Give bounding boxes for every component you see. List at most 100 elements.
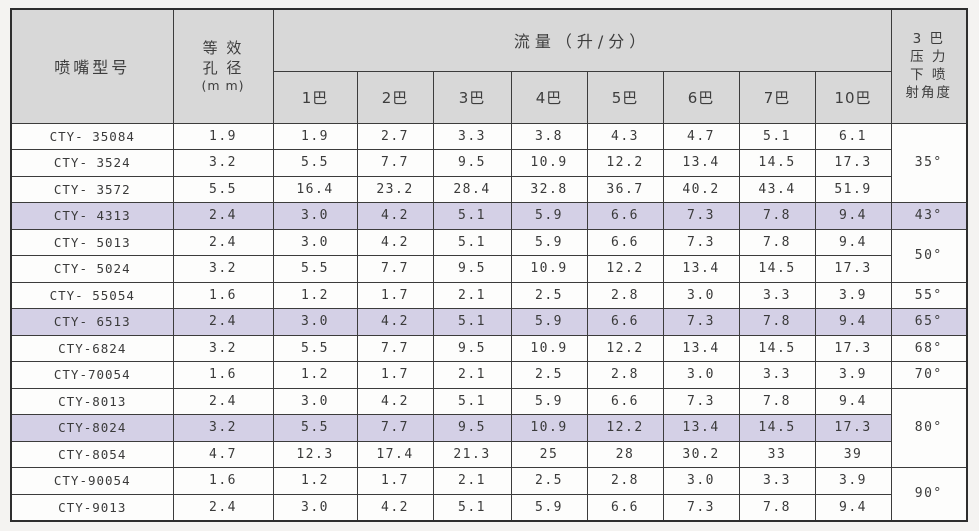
table-row: CTY-8013 2.4 3.0 4.2 5.1 5.9 6.6 7.3 7.8 9.4 80° [10, 387, 968, 468]
flow-cell: 6.6 [586, 308, 664, 336]
flow-cell: 5.1 [432, 228, 512, 256]
flow-cell: 5.5 [272, 334, 358, 362]
flow-cell: 10.9 [510, 334, 588, 362]
aperture-cell: 2.4 [172, 308, 274, 336]
flow-cell: 3.3 [432, 122, 512, 150]
flow-cell: 1.9 [272, 122, 358, 150]
angle-cell: 35° [890, 122, 968, 203]
flow-cell: 2.8 [586, 361, 664, 389]
flow-cell: 40.2 [662, 175, 740, 203]
flow-cell: 7.3 [662, 387, 740, 415]
aperture-unit: (m m) [201, 78, 245, 94]
aperture-cell: 3.2 [172, 414, 274, 442]
flow-cell: 12.3 [272, 440, 358, 468]
flow-cell: 1.2 [272, 281, 358, 309]
model-cell: CTY-8013 [10, 387, 174, 415]
model-cell: CTY-8024 [10, 414, 174, 442]
nozzle-spec-table: 喷嘴型号 等 效 孔 径 (m m) 流量（升/分） 3 巴 压 力 下 喷 射… [10, 8, 969, 522]
flow-cell: 7.7 [356, 334, 434, 362]
table-row: CTY- 35084 1.9 1.9 2.7 3.3 3.8 4.3 4.7 5.1 6.1 35° [10, 122, 968, 203]
flow-cell: 6.1 [814, 122, 892, 150]
flow-cell: 13.4 [662, 334, 740, 362]
flow-cell: 6.6 [586, 202, 664, 230]
model-cell: CTY-8054 [10, 440, 174, 468]
flow-cell: 5.1 [432, 387, 512, 415]
flow-cell: 1.7 [356, 361, 434, 389]
aperture-cell: 1.6 [172, 467, 274, 495]
flow-cell: 30.2 [662, 440, 740, 468]
model-cell: CTY-70054 [10, 361, 174, 389]
flow-cell: 9.4 [814, 493, 892, 521]
flow-cell: 39 [814, 440, 892, 468]
header-equivalent-aperture: 等 效 孔 径 (m m) [172, 8, 274, 124]
flow-cell: 10.9 [510, 414, 588, 442]
model-cell: CTY- 3572 [10, 175, 174, 203]
header-nozzle-model: 喷嘴型号 [10, 8, 174, 124]
flow-cell: 7.7 [356, 255, 434, 283]
flow-cell: 2.8 [586, 467, 664, 495]
flow-cell: 21.3 [432, 440, 512, 468]
flow-cell: 5.9 [510, 228, 588, 256]
table-row: CTY-6824 3.2 5.5 7.7 9.5 10.9 12.2 13.4 14.5 17.3… [10, 334, 968, 362]
aperture-cell: 1.9 [172, 122, 274, 150]
flow-cell: 12.2 [586, 149, 664, 177]
flow-cell: 4.3 [586, 122, 664, 150]
flow-cell: 2.5 [510, 281, 588, 309]
model-cell: CTY-6824 [10, 334, 174, 362]
table-row: CTY- 4313 2.4 3.0 4.2 5.1 5.9 6.6 7.3 7.8 9.4 43° [10, 202, 968, 230]
flow-cell: 4.7 [662, 122, 740, 150]
flow-cell: 1.2 [272, 361, 358, 389]
aperture-line2: 孔 径 [202, 58, 244, 77]
aperture-line1: 等 效 [202, 38, 244, 57]
flow-cell: 17.3 [814, 334, 892, 362]
flow-cell: 3.3 [738, 467, 816, 495]
flow-cell: 7.8 [738, 228, 816, 256]
angle-cell: 68° [890, 334, 968, 362]
flow-cell: 7.3 [662, 493, 740, 521]
angle-line4: 射角度 [905, 85, 953, 102]
flow-cell: 13.4 [662, 255, 740, 283]
table-row: CTY- 6513 2.4 3.0 4.2 5.1 5.9 6.6 7.3 7.8 9.4 65° [10, 308, 968, 336]
flow-cell: 9.4 [814, 308, 892, 336]
flow-cell: 3.9 [814, 467, 892, 495]
aperture-cell: 1.6 [172, 281, 274, 309]
flow-cell: 7.3 [662, 308, 740, 336]
flow-cell: 51.9 [814, 175, 892, 203]
aperture-cell: 2.4 [172, 387, 274, 415]
aperture-cell: 5.5 [172, 175, 274, 203]
flow-cell: 33 [738, 440, 816, 468]
model-cell: CTY-90054 [10, 467, 174, 495]
flow-cell: 32.8 [510, 175, 588, 203]
model-cell: CTY- 3524 [10, 149, 174, 177]
table-row: CTY-90054 1.6 1.2 1.7 2.1 2.5 2.8 3.0 3.3 3.9 90° [10, 467, 968, 521]
aperture-cell: 2.4 [172, 202, 274, 230]
flow-cell: 12.2 [586, 414, 664, 442]
aperture-cell: 4.7 [172, 440, 274, 468]
flow-cell: 3.0 [662, 467, 740, 495]
table-body: CTY- 35084 1.9 1.9 2.7 3.3 3.8 4.3 4.7 5.1 6.1 35°… [10, 122, 968, 521]
header-pressure-1bar: 1巴 [272, 70, 358, 124]
flow-cell: 12.2 [586, 255, 664, 283]
flow-cell: 3.0 [272, 308, 358, 336]
flow-cell: 3.0 [272, 387, 358, 415]
flow-cell: 16.4 [272, 175, 358, 203]
flow-cell: 10.9 [510, 255, 588, 283]
flow-cell: 3.0 [272, 228, 358, 256]
table-row: CTY-70054 1.6 1.2 1.7 2.1 2.5 2.8 3.0 3.3 3.9 70° [10, 361, 968, 389]
flow-cell: 1.2 [272, 467, 358, 495]
flow-cell: 3.9 [814, 281, 892, 309]
model-cell: CTY- 55054 [10, 281, 174, 309]
flow-cell: 9.4 [814, 202, 892, 230]
header-pressure-3bar: 3巴 [432, 70, 512, 124]
flow-cell: 5.9 [510, 387, 588, 415]
flow-cell: 4.2 [356, 202, 434, 230]
table-row: CTY-8054 4.7 12.3 17.4 21.3 25 28 30.2 33 39 [10, 440, 967, 468]
flow-cell: 13.4 [662, 149, 740, 177]
flow-cell: 4.2 [356, 308, 434, 336]
flow-cell: 3.3 [738, 361, 816, 389]
header-pressure-7bar: 7巴 [738, 70, 816, 124]
flow-cell: 17.3 [814, 414, 892, 442]
model-cell: CTY- 5013 [10, 228, 174, 256]
flow-cell: 6.6 [586, 387, 664, 415]
flow-cell: 5.9 [510, 493, 588, 521]
